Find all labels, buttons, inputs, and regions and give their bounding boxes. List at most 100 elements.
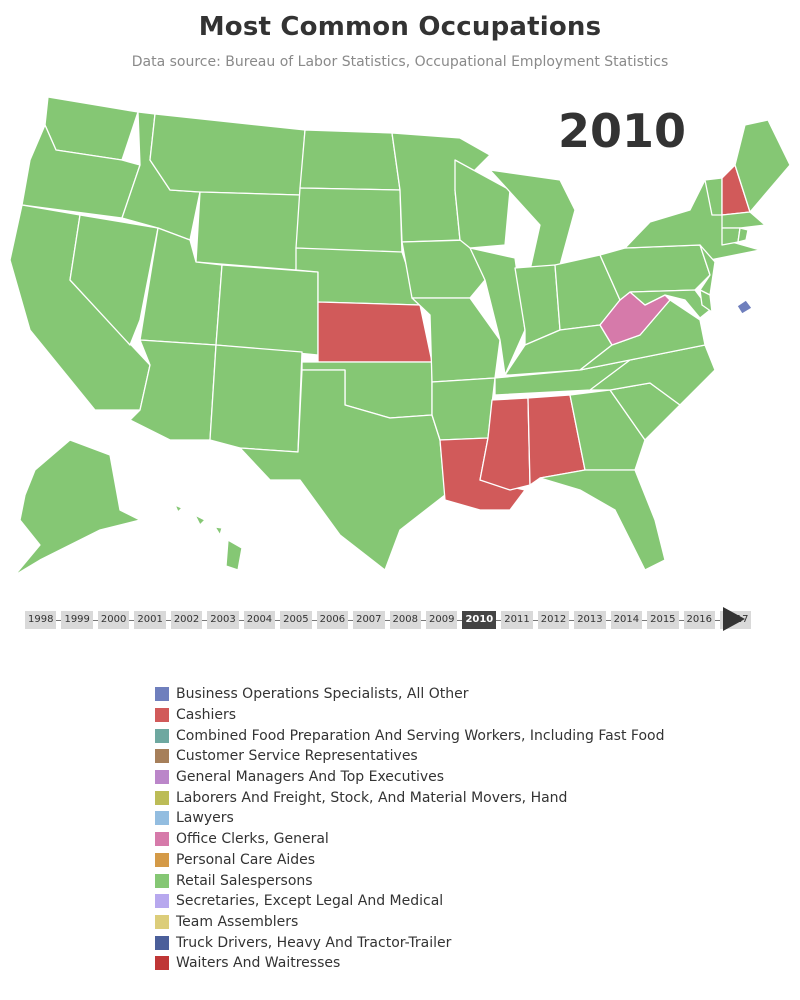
timeline-connector [532,619,538,621]
legend-item[interactable]: Retail Salespersons [155,870,664,891]
legend-label: Laborers And Freight, Stock, And Materia… [176,789,568,806]
state-co[interactable] [215,264,319,356]
timeline-year-2004[interactable]: 2004 [243,611,276,629]
state-wy[interactable] [195,191,301,271]
state-ak[interactable] [14,439,141,576]
timeline-connector [496,619,502,621]
legend-swatch [155,708,169,723]
legend-swatch [155,935,169,950]
legend-item[interactable]: Office Clerks, General [155,829,664,850]
state-sd[interactable] [295,187,403,256]
state-tx[interactable] [239,369,446,571]
timeline-year-2013[interactable]: 2013 [574,611,606,629]
timeline-connector [129,619,135,621]
legend: Business Operations Specialists, All Oth… [155,684,664,974]
state-nm[interactable] [209,344,303,453]
timeline-connector [605,619,611,621]
timeline-year-2011[interactable]: 2011 [501,611,533,629]
timeline-connector [56,619,62,621]
timeline-year-2014[interactable]: 2014 [610,611,643,629]
state-nv[interactable] [69,214,159,346]
timeline-connector [678,619,684,621]
timeline-connector [642,619,648,621]
legend-item[interactable]: Personal Care Aides [155,850,664,871]
timeline-year-2009[interactable]: 2009 [425,611,458,629]
legend-label: Combined Food Preparation And Serving Wo… [176,727,665,744]
legend-label: Personal Care Aides [176,851,316,868]
legend-item[interactable]: Waiters And Waitresses [155,953,664,974]
state-ks[interactable] [317,301,433,363]
timeline-year-2003[interactable]: 2003 [207,611,239,629]
state-nd[interactable] [299,129,401,191]
timeline-year-2006[interactable]: 2006 [316,611,349,629]
timeline-year-2007[interactable]: 2007 [353,611,385,629]
legend-label: Team Assemblers [176,913,299,930]
us-map [9,96,791,576]
timeline-connector [92,619,98,621]
current-year-label: 2010 [558,104,687,158]
timeline-connector [384,619,390,621]
legend-item[interactable]: General Managers And Top Executives [155,767,664,788]
legend-label: Customer Service Representatives [176,748,418,765]
timeline-year-1999[interactable]: 1999 [61,611,93,629]
timeline-year-2005[interactable]: 2005 [280,611,312,629]
legend-swatch [155,811,169,826]
timeline-year-2002[interactable]: 2002 [170,611,203,629]
legend-item[interactable]: Truck Drivers, Heavy And Tractor-Trailer [155,932,664,953]
timeline-year-2012[interactable]: 2012 [537,611,570,629]
legend-label: Truck Drivers, Heavy And Tractor-Trailer [176,934,452,951]
timeline-connector [202,619,208,621]
state-ri[interactable] [737,227,749,243]
timeline-connector [715,619,720,621]
legend-item[interactable]: Secretaries, Except Legal And Medical [155,891,664,912]
timeline-year-1998[interactable]: 1998 [25,611,57,629]
legend-swatch [155,832,169,847]
state-hi[interactable] [174,504,243,571]
timeline-year-2016[interactable]: 2016 [683,611,715,629]
legend-swatch [155,956,169,971]
legend-swatch [155,687,169,702]
timeline-connector [420,619,426,621]
state-ar[interactable] [431,377,496,441]
timeline-connector [165,619,171,621]
timeline-year-2008[interactable]: 2008 [389,611,421,629]
legend-label: Lawyers [176,810,234,827]
timeline-connector [238,619,244,621]
timeline-connector [311,619,317,621]
state-ct[interactable] [721,227,741,246]
state-fl[interactable] [539,469,666,571]
state-ma[interactable] [721,211,766,229]
timeline-connector [569,619,575,621]
timeline-year-2000[interactable]: 2000 [97,611,130,629]
timeline-connector [275,619,281,621]
legend-label: Office Clerks, General [176,831,329,848]
legend-item[interactable]: Business Operations Specialists, All Oth… [155,684,664,705]
state-mt[interactable] [149,113,306,196]
timeline-year-2010[interactable]: 2010 [462,611,497,629]
state-dc[interactable] [736,299,753,315]
state-me[interactable] [734,119,791,213]
legend-item[interactable]: Combined Food Preparation And Serving Wo… [155,725,664,746]
legend-label: Waiters And Waitresses [176,955,341,972]
legend-swatch [155,728,169,743]
state-ia[interactable] [401,239,486,299]
legend-item[interactable]: Cashiers [155,705,664,726]
state-de[interactable] [699,289,713,313]
timeline-year-2001[interactable]: 2001 [134,611,166,629]
legend-label: Secretaries, Except Legal And Medical [176,893,444,910]
legend-item[interactable]: Customer Service Representatives [155,746,664,767]
legend-swatch [155,873,169,888]
state-md[interactable] [629,289,711,319]
legend-swatch [155,790,169,805]
chart-subtitle: Data source: Bureau of Labor Statistics,… [131,54,669,70]
state-ga[interactable] [569,389,646,471]
legend-label: Business Operations Specialists, All Oth… [176,686,469,703]
timeline-year-2015[interactable]: 2015 [647,611,679,629]
legend-item[interactable]: Laborers And Freight, Stock, And Materia… [155,787,664,808]
legend-label: General Managers And Top Executives [176,769,445,786]
legend-label: Retail Salespersons [176,872,313,889]
chart-title: Most Common Occupations [198,12,602,42]
legend-item[interactable]: Team Assemblers [155,912,664,933]
legend-item[interactable]: Lawyers [155,808,664,829]
play-button[interactable] [723,607,745,631]
